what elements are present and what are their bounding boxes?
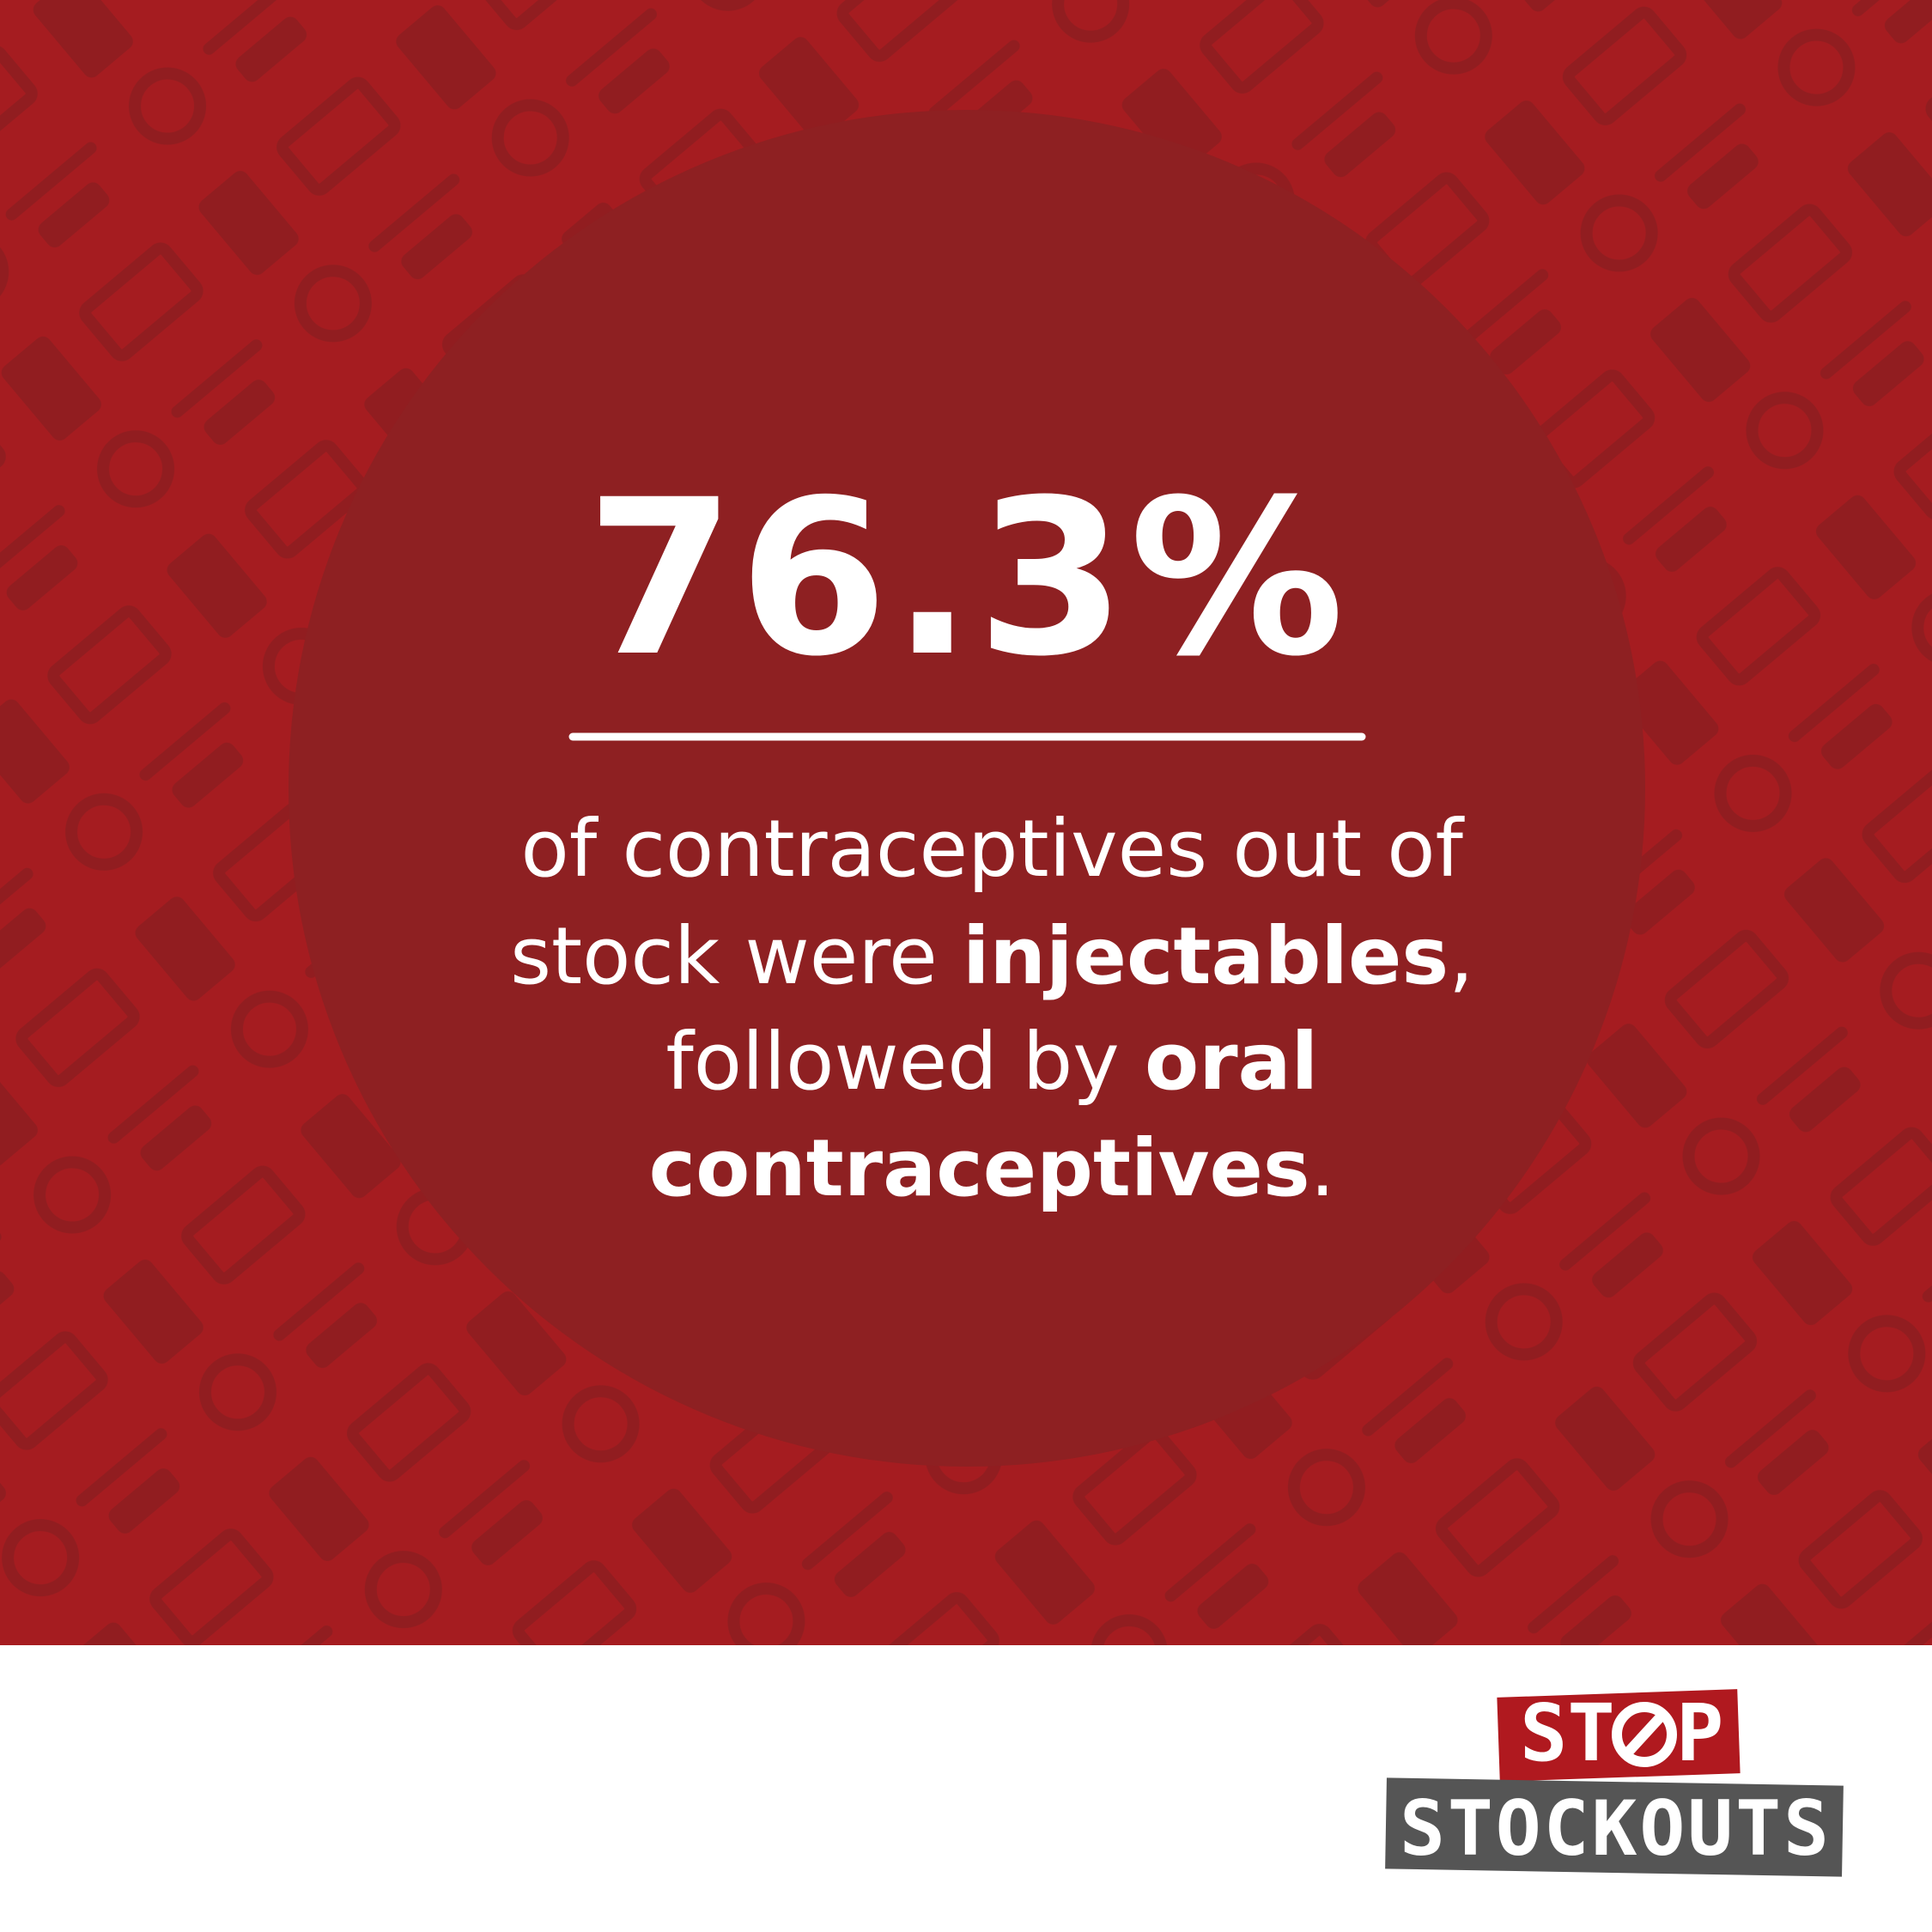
bold-text: injectables xyxy=(963,910,1449,1002)
stop-sign-icon xyxy=(1612,1702,1677,1767)
text: . xyxy=(1310,1122,1335,1214)
text: stock were xyxy=(510,910,963,1002)
logo-text: P xyxy=(1676,1687,1723,1779)
body-line: contraceptives. xyxy=(523,1122,1410,1214)
text: of contraceptives out of xyxy=(521,803,1466,895)
text: , xyxy=(1449,910,1473,1002)
circle xyxy=(289,110,1645,1467)
body-line: of contraceptives out of xyxy=(395,803,1538,895)
bold-text: oral xyxy=(1145,1016,1318,1108)
text: followed by xyxy=(665,1016,1145,1108)
bold-text: contraceptives xyxy=(649,1122,1310,1214)
body-line: followed by oral xyxy=(540,1016,1394,1108)
logo-bottom-box xyxy=(1385,1777,1844,1877)
logo-text: STOCKOUTS xyxy=(1400,1784,1829,1873)
logo-text: ST xyxy=(1520,1687,1615,1779)
logo: ST P STOCKOUTS xyxy=(1385,1687,1844,1877)
body-line: stock were injectables, xyxy=(385,910,1549,1002)
stat: 76.3% xyxy=(586,453,1347,703)
